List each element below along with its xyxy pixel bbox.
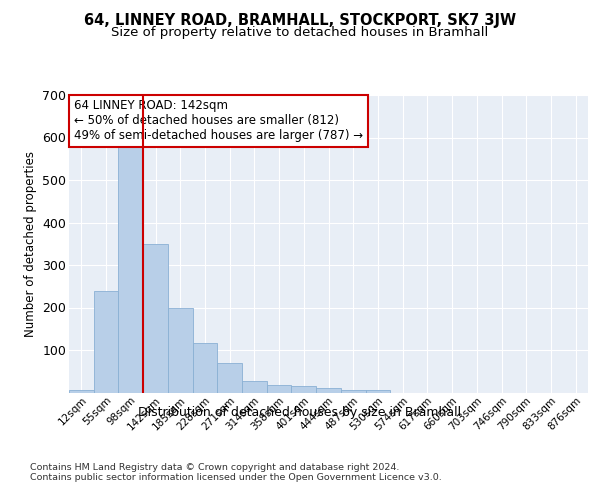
Text: 64, LINNEY ROAD, BRAMHALL, STOCKPORT, SK7 3JW: 64, LINNEY ROAD, BRAMHALL, STOCKPORT, SK… (84, 12, 516, 28)
Bar (217, 363, 242, 392)
Bar (69, 390, 94, 392)
Bar (341, 390, 365, 392)
Bar (168, 308, 193, 392)
Bar (292, 386, 316, 392)
Text: Distribution of detached houses by size in Bramhall: Distribution of detached houses by size … (139, 406, 461, 419)
Bar (118, 144, 143, 392)
Bar (242, 381, 267, 392)
Bar (365, 390, 390, 392)
Bar (94, 292, 118, 392)
Bar (193, 343, 217, 392)
Bar (267, 386, 292, 392)
Text: Size of property relative to detached houses in Bramhall: Size of property relative to detached ho… (112, 26, 488, 39)
Y-axis label: Number of detached properties: Number of detached properties (23, 151, 37, 337)
Bar (316, 388, 341, 392)
Text: 64 LINNEY ROAD: 142sqm
← 50% of detached houses are smaller (812)
49% of semi-de: 64 LINNEY ROAD: 142sqm ← 50% of detached… (74, 100, 364, 142)
Text: Contains HM Land Registry data © Crown copyright and database right 2024.
Contai: Contains HM Land Registry data © Crown c… (30, 462, 442, 482)
Bar (143, 244, 168, 392)
